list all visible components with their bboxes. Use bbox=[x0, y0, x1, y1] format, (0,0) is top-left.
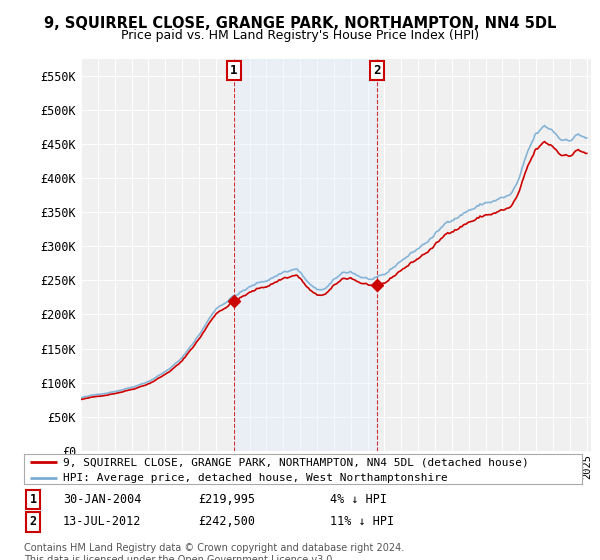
Text: 2: 2 bbox=[373, 64, 380, 77]
Text: 1: 1 bbox=[230, 64, 238, 77]
Text: 30-JAN-2004: 30-JAN-2004 bbox=[63, 493, 142, 506]
Text: 9, SQUIRREL CLOSE, GRANGE PARK, NORTHAMPTON, NN4 5DL (detached house): 9, SQUIRREL CLOSE, GRANGE PARK, NORTHAMP… bbox=[63, 457, 529, 467]
Bar bbox=[234, 59, 377, 451]
Text: 11% ↓ HPI: 11% ↓ HPI bbox=[330, 515, 394, 529]
Text: Contains HM Land Registry data © Crown copyright and database right 2024.
This d: Contains HM Land Registry data © Crown c… bbox=[24, 543, 404, 560]
Text: HPI: Average price, detached house, West Northamptonshire: HPI: Average price, detached house, West… bbox=[63, 473, 448, 483]
Text: £219,995: £219,995 bbox=[198, 493, 255, 506]
Text: 1: 1 bbox=[29, 493, 37, 506]
Text: 4% ↓ HPI: 4% ↓ HPI bbox=[330, 493, 387, 506]
Text: 9, SQUIRREL CLOSE, GRANGE PARK, NORTHAMPTON, NN4 5DL: 9, SQUIRREL CLOSE, GRANGE PARK, NORTHAMP… bbox=[44, 16, 556, 31]
Text: 2: 2 bbox=[29, 515, 37, 529]
Text: 13-JUL-2012: 13-JUL-2012 bbox=[63, 515, 142, 529]
Text: Price paid vs. HM Land Registry's House Price Index (HPI): Price paid vs. HM Land Registry's House … bbox=[121, 29, 479, 42]
Text: £242,500: £242,500 bbox=[198, 515, 255, 529]
